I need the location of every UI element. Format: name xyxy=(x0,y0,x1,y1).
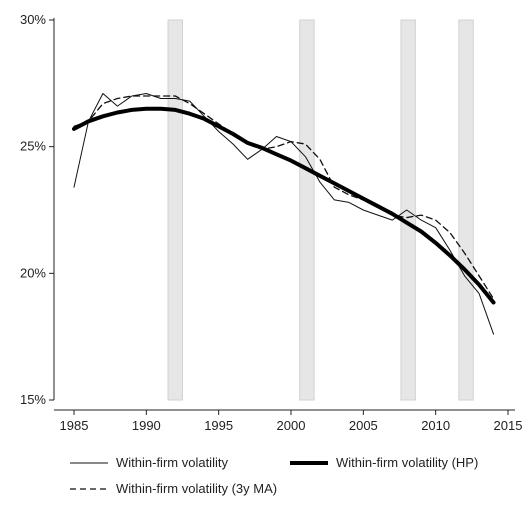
recession-band xyxy=(299,19,315,401)
legend: Within-firm volatility Within-firm volati… xyxy=(70,455,478,496)
legend-label: Within-firm volatility xyxy=(116,455,228,470)
x-tick-label: 2010 xyxy=(421,418,450,433)
x-tick-label: 2005 xyxy=(349,418,378,433)
recession-band xyxy=(400,19,416,401)
recession-band xyxy=(458,19,474,401)
series-line-thin xyxy=(73,93,494,335)
x-tick-label: 2015 xyxy=(494,418,523,433)
recession-bands xyxy=(167,19,474,401)
series-line-dashed xyxy=(73,95,495,300)
x-tick-label: 1985 xyxy=(60,418,89,433)
x-tick-label: 2000 xyxy=(277,418,306,433)
recession-band xyxy=(167,19,184,401)
chart-axes: 15% 20% 25% 30% 1985 1990 1995 2000 2005 2010 2015 xyxy=(20,12,522,433)
y-tick-label: 15% xyxy=(20,392,46,407)
series-line-thick xyxy=(72,106,496,305)
legend-label: Within-firm volatility (HP) xyxy=(336,455,478,470)
y-tick-label: 30% xyxy=(20,12,46,27)
y-tick-label: 20% xyxy=(20,265,46,280)
series-lines xyxy=(72,93,496,335)
x-tick-label: 1990 xyxy=(132,418,161,433)
legend-label: Within-firm volatility (3y MA) xyxy=(116,481,277,496)
y-tick-label: 25% xyxy=(20,139,46,154)
x-tick-label: 1995 xyxy=(204,418,233,433)
